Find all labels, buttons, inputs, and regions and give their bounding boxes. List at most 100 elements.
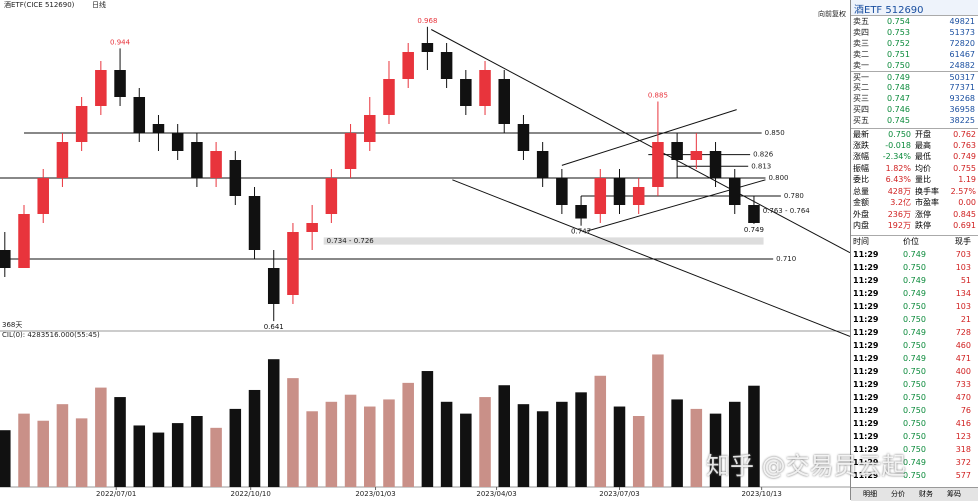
stat-label: 跌停 — [915, 221, 931, 230]
tab[interactable]: 筹码 — [947, 490, 961, 498]
stat-value: 2.57% — [950, 186, 976, 196]
stat-label: 振幅 — [853, 163, 869, 173]
tick-row: 11:29 0.750 460 — [851, 340, 978, 351]
candle-body — [671, 142, 683, 160]
order-volume: 51373 — [949, 28, 975, 37]
volume-bar — [402, 382, 414, 487]
candle-body — [594, 178, 607, 214]
tick-row: 11:29 0.750 103 — [851, 262, 978, 273]
candle-body — [690, 151, 703, 160]
tab[interactable]: 财务 — [919, 490, 933, 498]
tick-row: 11:29 0.749 703 — [851, 249, 978, 260]
candle-body — [709, 151, 722, 178]
tick-time: 11:29 — [853, 302, 879, 311]
candle-body — [613, 178, 626, 205]
candle-body — [402, 52, 414, 79]
tick-volume: 416 — [955, 419, 971, 428]
candle-body — [728, 178, 741, 205]
candle-body — [632, 187, 645, 205]
stat-label: 金额 — [853, 198, 869, 207]
volume-bar — [556, 401, 568, 487]
volume-bar — [171, 423, 184, 487]
volume-bar — [383, 399, 395, 487]
volume-bar — [421, 371, 434, 487]
candle-body — [652, 142, 664, 187]
tick-row: 11:29 0.749 51 — [851, 275, 978, 286]
chart: 酒ETF(CICE 512690) 日线 向前复权 368天 CIL(0): 4… — [0, 0, 850, 500]
tick-volume: 372 — [955, 458, 971, 467]
watermark: 知乎 @交易员云起 — [706, 452, 906, 480]
candle-body — [191, 142, 203, 178]
volume-bar — [248, 389, 261, 487]
volume-bar — [748, 385, 760, 487]
tab[interactable]: 明细 — [863, 490, 877, 498]
stat-value: 6.43% — [885, 175, 911, 184]
x-tick-label: 2022/07/01 — [96, 490, 136, 498]
candle-body — [229, 160, 242, 196]
tick-row: 11:29 0.750 21 — [851, 314, 978, 325]
tick-volume: 728 — [955, 328, 971, 337]
tick-time: 11:29 — [853, 341, 879, 350]
candle-body — [344, 133, 357, 169]
tick-volume: 76 — [960, 406, 971, 415]
tick-time: 11:29 — [853, 445, 879, 454]
stat-label: 最低 — [915, 152, 931, 161]
tick-time: 11:29 — [853, 289, 879, 298]
x-tick-label: 2023/04/03 — [476, 490, 516, 498]
tick-time: 11:29 — [853, 458, 879, 467]
candle-body — [248, 196, 261, 250]
tick-volume: 21 — [960, 315, 971, 324]
stat-label: 总量 — [853, 186, 869, 196]
trendline — [452, 179, 850, 337]
order-side: 买二 — [853, 83, 869, 92]
candle-body — [517, 124, 530, 151]
candle-body — [575, 205, 587, 219]
candle-body — [56, 142, 69, 178]
volume-bar — [575, 392, 587, 487]
order-row: 买三 0.747 93268 — [851, 93, 978, 104]
candle-body — [306, 223, 318, 232]
volume-bar — [690, 408, 703, 487]
candle-body — [498, 79, 510, 124]
tick-time: 11:29 — [853, 328, 879, 337]
volume-bar — [37, 420, 49, 487]
volume-bar — [95, 387, 107, 487]
candle-body — [18, 214, 30, 268]
support-label: 0.710 — [776, 255, 796, 263]
volume-bar — [460, 413, 472, 487]
volume-bar — [728, 401, 741, 487]
stat-value: 428万 — [887, 186, 911, 196]
tick-volume: 51 — [960, 276, 971, 285]
volume-bar — [613, 406, 626, 487]
volume-bar — [133, 425, 146, 487]
chart-title: 酒ETF(CICE 512690) — [4, 1, 75, 9]
tick-volume: 400 — [955, 367, 971, 376]
order-row: 买五 0.745 38225 — [851, 115, 978, 126]
order-side: 卖四 — [853, 28, 869, 37]
order-row: 买二 0.748 77371 — [851, 82, 978, 93]
stat-value: 0.00 — [958, 198, 976, 207]
stat-label: 换手率 — [915, 186, 939, 196]
candle-body — [75, 106, 88, 142]
adjust-mode[interactable]: 向前复权 — [818, 9, 846, 18]
tick-row: 11:29 0.749 134 — [851, 288, 978, 299]
stat-row: 金额 3.2亿 市盈率 0.00 — [851, 197, 978, 208]
tick-price: 0.750 — [903, 263, 926, 272]
order-volume: 72820 — [949, 39, 975, 48]
volume-bar — [536, 411, 549, 487]
stat-row: 内盘 192万 跌停 0.691 — [851, 220, 978, 231]
candle-body — [556, 178, 568, 205]
tick-time: 11:29 — [853, 367, 879, 376]
tab[interactable]: 分价 — [891, 490, 905, 498]
candle-body — [133, 97, 146, 133]
order-price: 0.749 — [887, 73, 910, 82]
period: 日线 — [92, 0, 106, 9]
stat-label: 内盘 — [853, 221, 869, 230]
volume-bar — [440, 401, 453, 487]
stat-label: 涨跌 — [853, 140, 869, 150]
tick-volume: 103 — [955, 302, 971, 311]
stat-label: 最新 — [853, 130, 869, 139]
tick-volume: 123 — [955, 432, 971, 441]
stat-value: 0.749 — [953, 152, 976, 161]
tick-price: 0.749 — [903, 328, 926, 337]
